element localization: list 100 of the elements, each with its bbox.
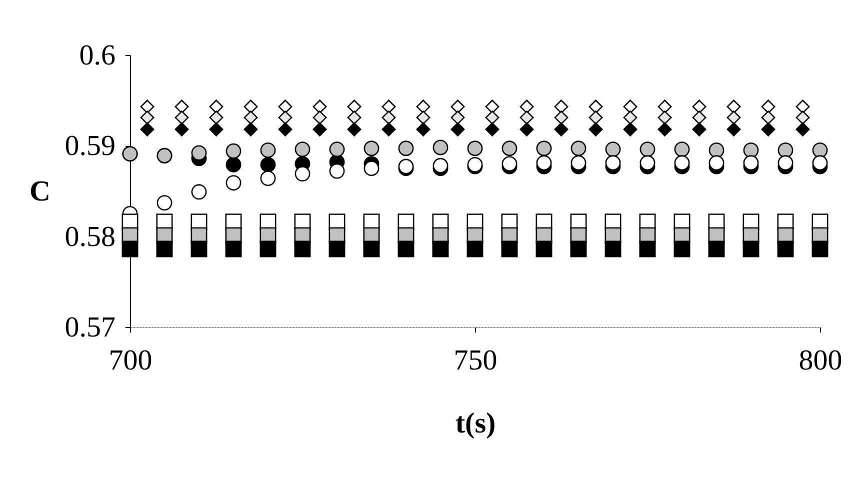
point xyxy=(588,122,603,136)
point xyxy=(329,142,345,157)
y-tick-label: 0.59 xyxy=(64,130,116,162)
point xyxy=(502,140,518,156)
point xyxy=(761,122,776,136)
point xyxy=(382,110,396,125)
point xyxy=(658,100,672,114)
point xyxy=(312,122,327,136)
x-axis-title: t(s) xyxy=(455,408,496,440)
point xyxy=(708,240,725,258)
point xyxy=(812,240,828,258)
point xyxy=(640,142,656,157)
point xyxy=(226,157,242,172)
point xyxy=(190,240,208,258)
point xyxy=(278,122,292,136)
point xyxy=(674,155,690,171)
point xyxy=(570,140,586,156)
point xyxy=(639,240,656,258)
point xyxy=(554,122,568,136)
point xyxy=(122,240,138,258)
point xyxy=(225,240,242,258)
point xyxy=(244,100,258,114)
point xyxy=(623,100,638,114)
point xyxy=(485,100,500,114)
point xyxy=(536,140,552,156)
point xyxy=(140,100,154,114)
point xyxy=(485,110,500,125)
point xyxy=(260,157,276,172)
point xyxy=(623,122,638,136)
point xyxy=(778,155,794,171)
point xyxy=(796,100,810,114)
point xyxy=(382,100,396,114)
point xyxy=(416,110,430,125)
point xyxy=(520,100,534,114)
point xyxy=(658,110,672,125)
point xyxy=(485,122,500,136)
point xyxy=(363,240,380,258)
point xyxy=(244,110,258,125)
point xyxy=(364,140,380,156)
point xyxy=(260,240,276,258)
point xyxy=(416,100,430,114)
point xyxy=(570,155,586,171)
point xyxy=(812,155,828,171)
point xyxy=(742,240,760,258)
point xyxy=(726,122,741,136)
point xyxy=(605,155,621,171)
point xyxy=(743,155,759,171)
point xyxy=(761,100,776,114)
point xyxy=(450,100,465,114)
point xyxy=(156,240,173,258)
point xyxy=(432,158,448,174)
point xyxy=(605,142,621,157)
point xyxy=(432,240,449,258)
point xyxy=(726,100,741,114)
point xyxy=(708,155,724,171)
point xyxy=(623,110,638,125)
point xyxy=(554,100,568,114)
point xyxy=(382,122,396,136)
point xyxy=(329,163,345,179)
point xyxy=(191,145,207,161)
point xyxy=(761,110,776,125)
point xyxy=(347,122,362,136)
point xyxy=(174,110,189,125)
point xyxy=(501,240,518,258)
x-tick-label: 800 xyxy=(798,344,842,376)
y-tick-label: 0.57 xyxy=(64,312,116,344)
point xyxy=(174,100,189,114)
point xyxy=(796,110,810,125)
point xyxy=(140,122,154,136)
y-tick-label: 0.6 xyxy=(79,40,116,72)
point xyxy=(588,100,603,114)
x-tick-label: 700 xyxy=(108,344,152,376)
point xyxy=(466,240,484,258)
point xyxy=(209,122,224,136)
x-tick-label: 750 xyxy=(454,344,498,376)
point xyxy=(432,140,448,156)
point xyxy=(312,100,327,114)
point xyxy=(209,100,224,114)
point xyxy=(570,240,587,258)
point xyxy=(777,240,794,258)
point xyxy=(588,110,603,125)
point xyxy=(796,122,810,136)
point xyxy=(450,122,465,136)
point xyxy=(604,240,622,258)
point xyxy=(778,142,794,158)
point xyxy=(226,143,242,159)
point xyxy=(692,110,706,125)
point xyxy=(209,110,224,125)
point xyxy=(674,142,690,157)
point xyxy=(416,122,430,136)
point xyxy=(294,142,310,157)
point xyxy=(520,122,534,136)
point xyxy=(174,122,189,136)
point xyxy=(743,142,759,158)
point xyxy=(294,240,311,258)
point xyxy=(278,100,292,114)
y-tick-label: 0.58 xyxy=(64,220,116,253)
point xyxy=(674,240,690,258)
point xyxy=(450,110,465,125)
point xyxy=(328,240,346,258)
